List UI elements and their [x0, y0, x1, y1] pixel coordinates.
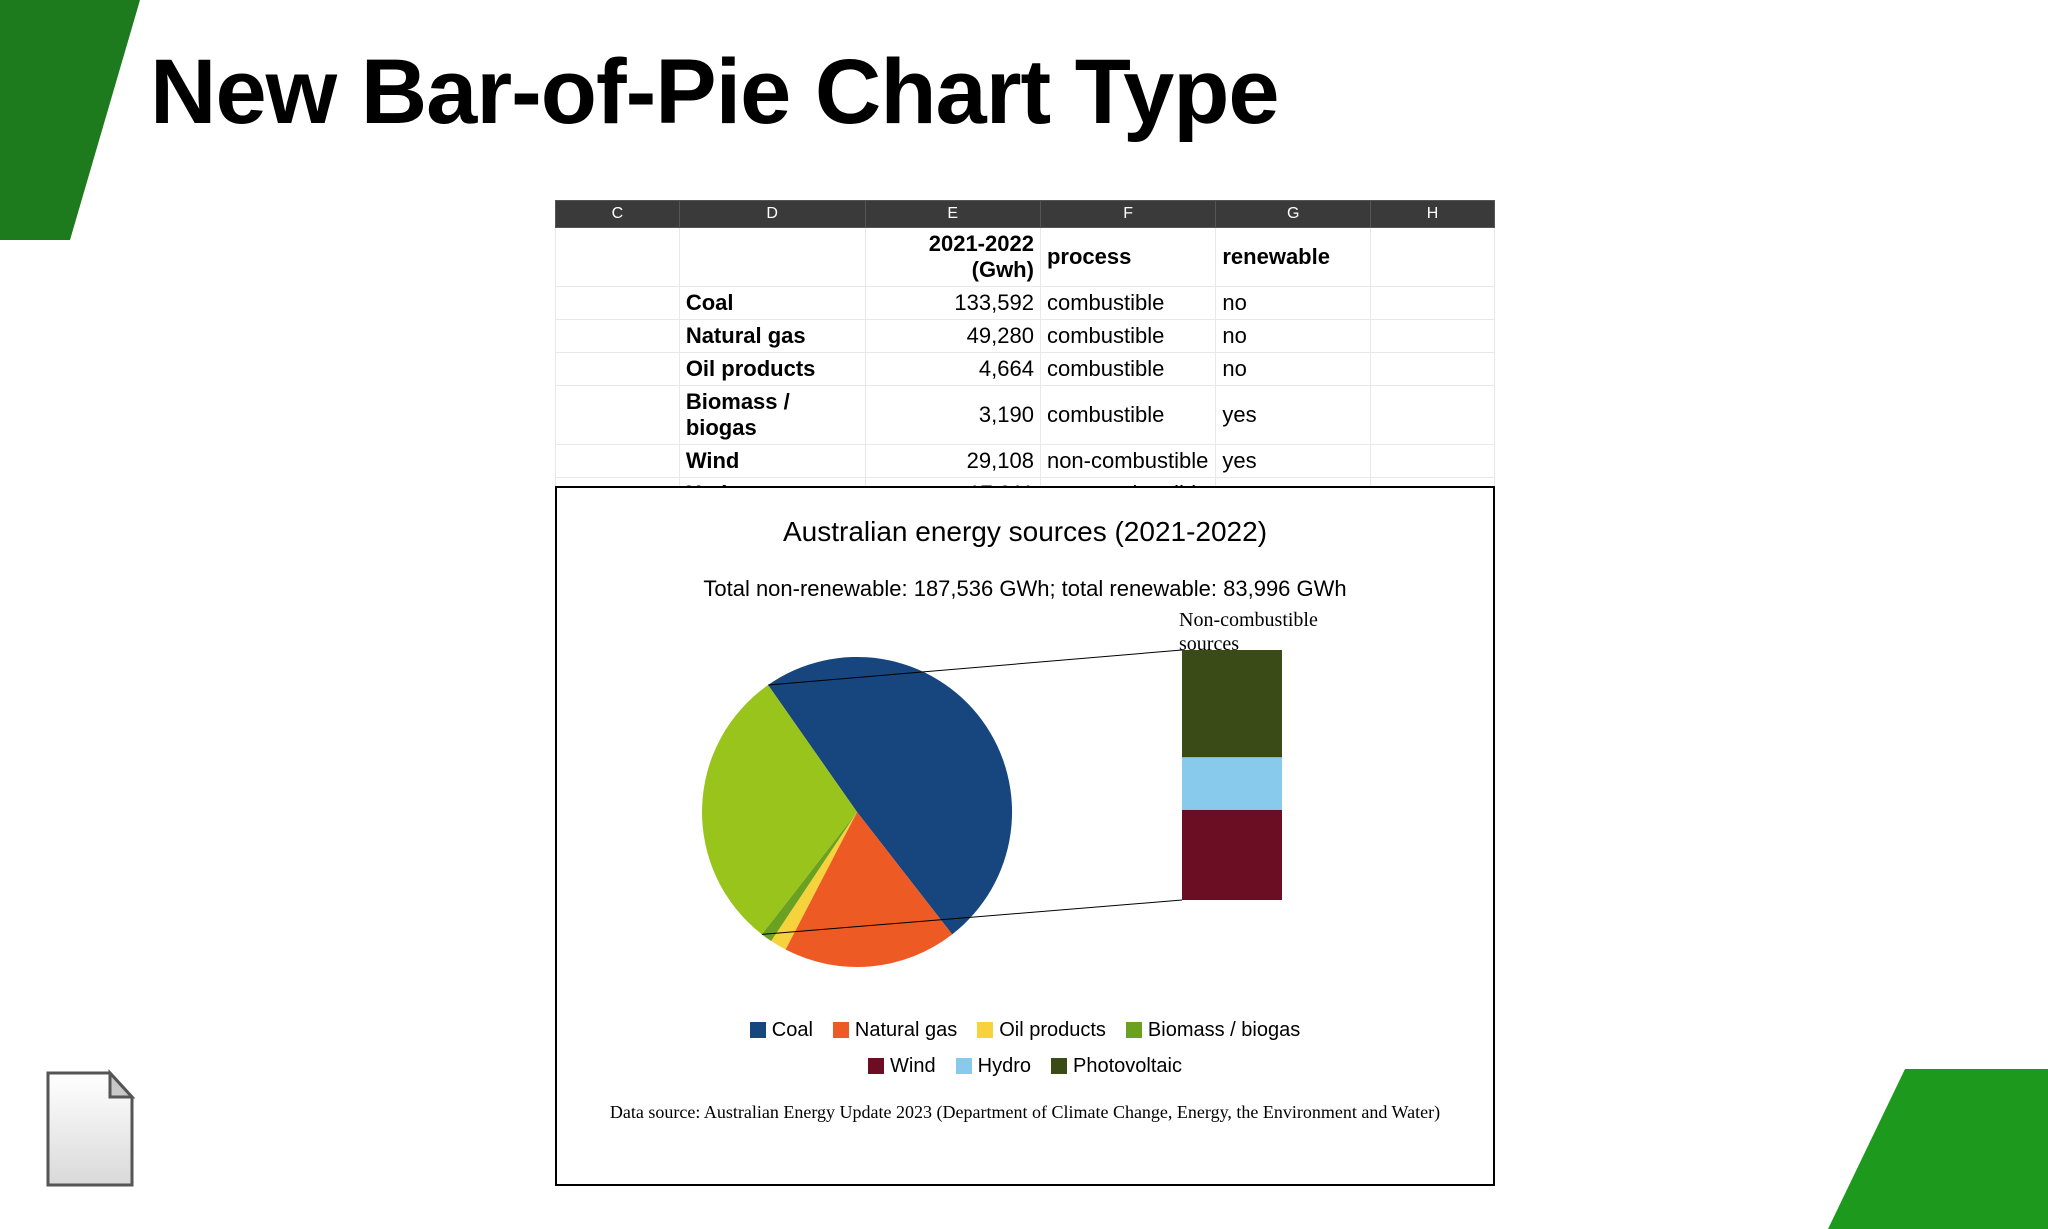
legend-item: Coal	[750, 1012, 813, 1048]
legend-swatch	[977, 1022, 993, 1038]
table-cell: combustible	[1040, 287, 1215, 320]
bar-segment	[1182, 757, 1282, 810]
table-cell: 133,592	[865, 287, 1040, 320]
table-row: Coal133,592combustibleno	[556, 287, 1495, 320]
table-header-cell: process	[1040, 228, 1215, 287]
col-header-F: F	[1040, 201, 1215, 228]
table-cell: 29,108	[865, 445, 1040, 478]
bar-segment	[1182, 810, 1282, 900]
table-cell	[1371, 287, 1495, 320]
table-cell	[1371, 320, 1495, 353]
table-header-cell: 2021-2022 (Gwh)	[865, 228, 1040, 287]
breakout-bar-label: Non-combustiblesources	[1179, 608, 1318, 656]
table-row: Biomass / biogas3,190combustibleyes	[556, 386, 1495, 445]
table-cell	[1371, 386, 1495, 445]
legend-swatch	[956, 1058, 972, 1074]
col-header-E: E	[865, 201, 1040, 228]
table-cell	[556, 287, 680, 320]
chart-legend: Coal Natural gas Oil products Biomass / bio…	[557, 1012, 1493, 1084]
table-row: Natural gas49,280combustibleno	[556, 320, 1495, 353]
table-row: Oil products4,664combustibleno	[556, 353, 1495, 386]
slide-title: New Bar-of-Pie Chart Type	[150, 40, 1279, 145]
slide-corner-bottom-right	[1828, 1069, 2048, 1229]
table-cell	[556, 320, 680, 353]
table-cell: no	[1216, 287, 1371, 320]
legend-item: Biomass / biogas	[1126, 1012, 1300, 1048]
table-cell: yes	[1216, 445, 1371, 478]
document-icon	[40, 1069, 140, 1189]
col-header-H: H	[1371, 201, 1495, 228]
legend-swatch	[750, 1022, 766, 1038]
bar-of-pie-chart: Australian energy sources (2021-2022) To…	[555, 486, 1495, 1186]
legend-swatch	[1126, 1022, 1142, 1038]
legend-swatch	[1051, 1058, 1067, 1074]
table-cell: Wind	[679, 445, 865, 478]
table-cell: 49,280	[865, 320, 1040, 353]
table-cell: combustible	[1040, 353, 1215, 386]
chart-plot-area: Non-combustiblesources	[557, 602, 1493, 1012]
table-cell: 3,190	[865, 386, 1040, 445]
spreadsheet-column-letters: CDEFGH	[556, 201, 1495, 228]
table-header-cell	[556, 228, 680, 287]
table-header-cell	[1371, 228, 1495, 287]
table-cell: 4,664	[865, 353, 1040, 386]
legend-swatch	[868, 1058, 884, 1074]
table-cell: Oil products	[679, 353, 865, 386]
col-header-C: C	[556, 201, 680, 228]
table-cell: no	[1216, 320, 1371, 353]
table-cell	[1371, 445, 1495, 478]
table-cell	[1371, 353, 1495, 386]
table-header-cell	[679, 228, 865, 287]
chart-subtitle: Total non-renewable: 187,536 GWh; total …	[557, 576, 1493, 602]
legend-swatch	[833, 1022, 849, 1038]
table-cell	[556, 445, 680, 478]
chart-source: Data source: Australian Energy Update 20…	[557, 1102, 1493, 1123]
table-cell: Biomass / biogas	[679, 386, 865, 445]
table-row: Wind29,108non-combustibleyes	[556, 445, 1495, 478]
table-cell: non-combustible	[1040, 445, 1215, 478]
bar-segment	[1182, 650, 1282, 757]
chart-svg	[557, 602, 1497, 1012]
legend-item: Oil products	[977, 1012, 1106, 1048]
legend-item: Natural gas	[833, 1012, 957, 1048]
col-header-G: G	[1216, 201, 1371, 228]
table-header-cell: renewable	[1216, 228, 1371, 287]
legend-item: Photovoltaic	[1051, 1048, 1182, 1084]
slide-corner-top-left	[0, 0, 140, 240]
table-cell: combustible	[1040, 386, 1215, 445]
legend-item: Hydro	[956, 1048, 1031, 1084]
chart-title: Australian energy sources (2021-2022)	[557, 516, 1493, 548]
table-cell	[556, 353, 680, 386]
table-cell	[556, 386, 680, 445]
table-cell: no	[1216, 353, 1371, 386]
table-cell: Coal	[679, 287, 865, 320]
table-cell: yes	[1216, 386, 1371, 445]
col-header-D: D	[679, 201, 865, 228]
table-cell: combustible	[1040, 320, 1215, 353]
table-cell: Natural gas	[679, 320, 865, 353]
legend-item: Wind	[868, 1048, 936, 1084]
